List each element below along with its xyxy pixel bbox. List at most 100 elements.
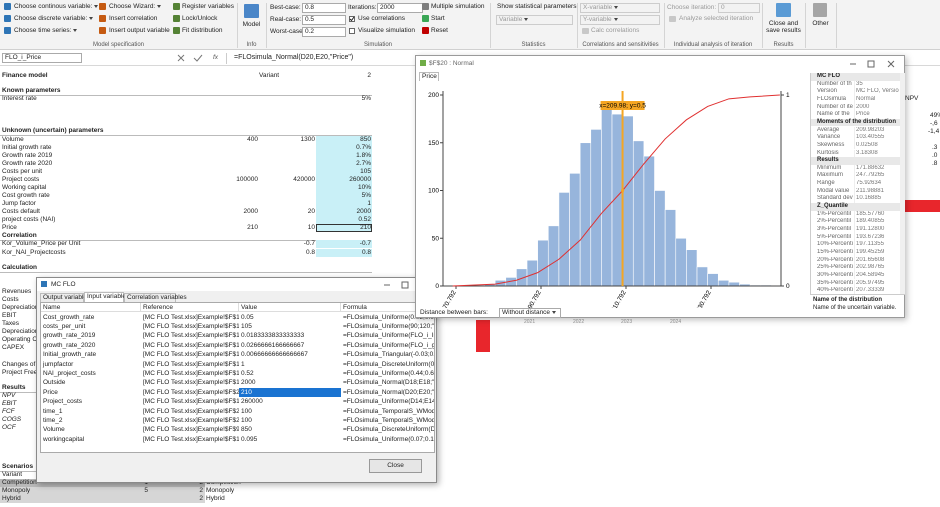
cell-text[interactable]: Depreciation: [2, 304, 39, 311]
formula-text[interactable]: =FLOsimula_Normal(D20,E20,"Price"): [234, 54, 354, 61]
cell-text[interactable]: Working capital: [2, 184, 47, 191]
ribbon-button[interactable]: Choose Wizard:: [109, 3, 162, 11]
table-cell[interactable]: =FLOsimula_Normal(D18;E18;"Outsi: [343, 379, 435, 387]
cell-text[interactable]: Growth rate 2019: [2, 152, 53, 159]
cell-text[interactable]: 210: [247, 224, 258, 231]
cell-text[interactable]: Calculation: [2, 264, 38, 271]
table-cell[interactable]: =FLOsimula_Triangular(-0.03;0.03;0.: [343, 351, 435, 359]
table-cell[interactable]: [MC FLO Test.xlsx]Example!$F$25: [143, 416, 239, 424]
cell-text[interactable]: 10: [307, 224, 315, 231]
table-cell[interactable]: =FLOsimula_Uniforme(D14;E14;"Proj: [343, 398, 434, 406]
cell-text[interactable]: Project costs: [2, 176, 40, 183]
cell-text[interactable]: 2: [367, 72, 371, 79]
table-cell[interactable]: [MC FLO Test.xlsx]Example!$F$15: [143, 435, 239, 443]
cell-text[interactable]: 850: [360, 136, 371, 143]
table-cell[interactable]: [MC FLO Test.xlsx]Example!$F$20: [143, 388, 239, 396]
name-box[interactable]: FLO_i_Price: [2, 53, 82, 63]
cell-text[interactable]: 0.8: [305, 249, 315, 256]
table-cell[interactable]: =FLOsimula_Uniforme(FLO_i_growth: [343, 341, 435, 349]
cell-text[interactable]: COGS: [2, 416, 22, 423]
ribbon-button[interactable]: Choose discrete variable:: [14, 15, 94, 23]
cell-text[interactable]: 1.8%: [356, 152, 371, 159]
ribbon-button[interactable]: Insert correlation: [109, 15, 158, 22]
table-cell[interactable]: costs_per_unit: [43, 322, 86, 330]
maximize-button[interactable]: [867, 60, 875, 68]
cell-text[interactable]: Growth rate 2020: [2, 160, 53, 167]
cell-text[interactable]: 5: [144, 487, 148, 494]
column-header[interactable]: Formula: [341, 303, 434, 312]
cell-text[interactable]: Results: [2, 384, 26, 391]
ribbon-button-label[interactable]: Model: [242, 21, 261, 28]
cell-text[interactable]: 1: [367, 200, 371, 207]
table-cell[interactable]: time_1: [43, 407, 63, 415]
cell-text[interactable]: Kor_Volume_Price per Unit: [2, 240, 81, 247]
table-cell[interactable]: [MC FLO Test.xlsx]Example!$F$16: [143, 313, 239, 321]
table-cell[interactable]: =FLOsimula_DiscreteUniform(0;2;"ju: [343, 360, 435, 368]
table-cell[interactable]: =FLOsimula_Uniforme(FLO_i_Initial_: [343, 332, 434, 340]
table-cell[interactable]: time_2: [43, 416, 63, 424]
cell-text[interactable]: Changes of NC: [2, 361, 47, 368]
cell-text[interactable]: Variant: [2, 471, 23, 478]
checkbox-label[interactable]: Use correlations: [358, 15, 405, 22]
cell-text[interactable]: Scenarios: [2, 463, 34, 470]
table-cell[interactable]: workingcapital: [43, 435, 85, 443]
cell-text[interactable]: Variant: [259, 72, 280, 79]
maximize-button[interactable]: [401, 281, 409, 289]
table-cell[interactable]: 0.095: [241, 435, 258, 443]
table-cell[interactable]: [MC FLO Test.xlsx]Example!$F$12: [143, 341, 239, 349]
cell-text[interactable]: Correlation: [2, 232, 37, 239]
input-box[interactable]: 2000: [377, 3, 423, 13]
cell-text[interactable]: Price: [2, 224, 17, 231]
table-cell[interactable]: 100: [241, 407, 252, 415]
cell-text[interactable]: 105: [360, 168, 371, 175]
table-cell[interactable]: =FLOsimula_Uniforme(0.44;0.6;"NAI: [343, 369, 434, 377]
table-cell[interactable]: Initial_growth_rate: [43, 351, 97, 359]
table-cell[interactable]: 100: [241, 416, 252, 424]
input-box[interactable]: 0.2: [302, 27, 346, 37]
table-cell[interactable]: [MC FLO Test.xlsx]Example!$F$10: [143, 351, 239, 359]
ribbon-button[interactable]: Register variables: [182, 3, 235, 10]
table-cell[interactable]: [MC FLO Test.xlsx]Example!$F$24: [143, 407, 239, 415]
cell-text[interactable]: CAPEX: [2, 344, 25, 351]
cell-text[interactable]: Costs per unit: [2, 168, 43, 175]
property-section[interactable]: Z_Quantile: [811, 203, 905, 211]
table-cell[interactable]: 210: [239, 387, 341, 397]
table-cell[interactable]: [MC FLO Test.xlsx]Example!$F$13: [143, 322, 239, 330]
column-header[interactable]: Name: [41, 303, 141, 312]
ribbon-button[interactable]: Fit distribution: [182, 27, 223, 34]
cell-text[interactable]: 0.52: [358, 216, 371, 223]
table-cell[interactable]: jumpfactor: [43, 360, 74, 368]
column-header[interactable]: Reference: [141, 303, 239, 312]
table-cell[interactable]: [MC FLO Test.xlsx]Example!$F$14: [143, 398, 239, 406]
ribbon-button-label[interactable]: Close and: [768, 20, 799, 27]
table-cell[interactable]: 105: [241, 322, 252, 330]
table-cell[interactable]: Project_costs: [43, 398, 83, 406]
column-header[interactable]: Value: [239, 303, 341, 312]
cell-text[interactable]: 10%: [357, 184, 371, 191]
cell-text[interactable]: Unknown (uncertain) parameters: [2, 127, 104, 134]
cell-text[interactable]: -0.7: [303, 240, 315, 247]
cell-text[interactable]: 20: [307, 208, 315, 215]
cell-text[interactable]: Jump factor: [2, 200, 36, 207]
tab[interactable]: Output variables: [40, 293, 90, 302]
cell-text[interactable]: Hybrid: [2, 495, 21, 502]
cell-text[interactable]: Kor_NAI_Projectcosts: [2, 249, 66, 256]
table-cell[interactable]: 260000: [241, 398, 263, 406]
ribbon-button[interactable]: Insert output variable: [109, 27, 170, 34]
table-cell[interactable]: 1: [241, 360, 245, 368]
checkbox[interactable]: [349, 28, 355, 34]
table-cell[interactable]: [MC FLO Test.xlsx]Example!$F$11: [143, 332, 239, 340]
table-cell[interactable]: 0.0183333833333333: [241, 332, 305, 340]
cell-text[interactable]: Hybrid: [206, 495, 225, 502]
ribbon-button[interactable]: Show statistical parameters: [497, 3, 577, 10]
table-cell[interactable]: growth_rate_2020: [43, 341, 96, 349]
cell-text[interactable]: Operating Cas: [2, 336, 44, 343]
cell-text[interactable]: NPV: [2, 392, 16, 399]
cell-text[interactable]: FCF: [2, 408, 15, 415]
property-section[interactable]: Results: [811, 157, 905, 165]
cell-text[interactable]: 2000: [356, 208, 371, 215]
cell-text[interactable]: Revenues: [2, 288, 32, 295]
table-cell[interactable]: Price: [43, 388, 58, 396]
tab[interactable]: Input variables: [84, 292, 129, 302]
table-cell[interactable]: growth_rate_2019: [43, 332, 96, 340]
